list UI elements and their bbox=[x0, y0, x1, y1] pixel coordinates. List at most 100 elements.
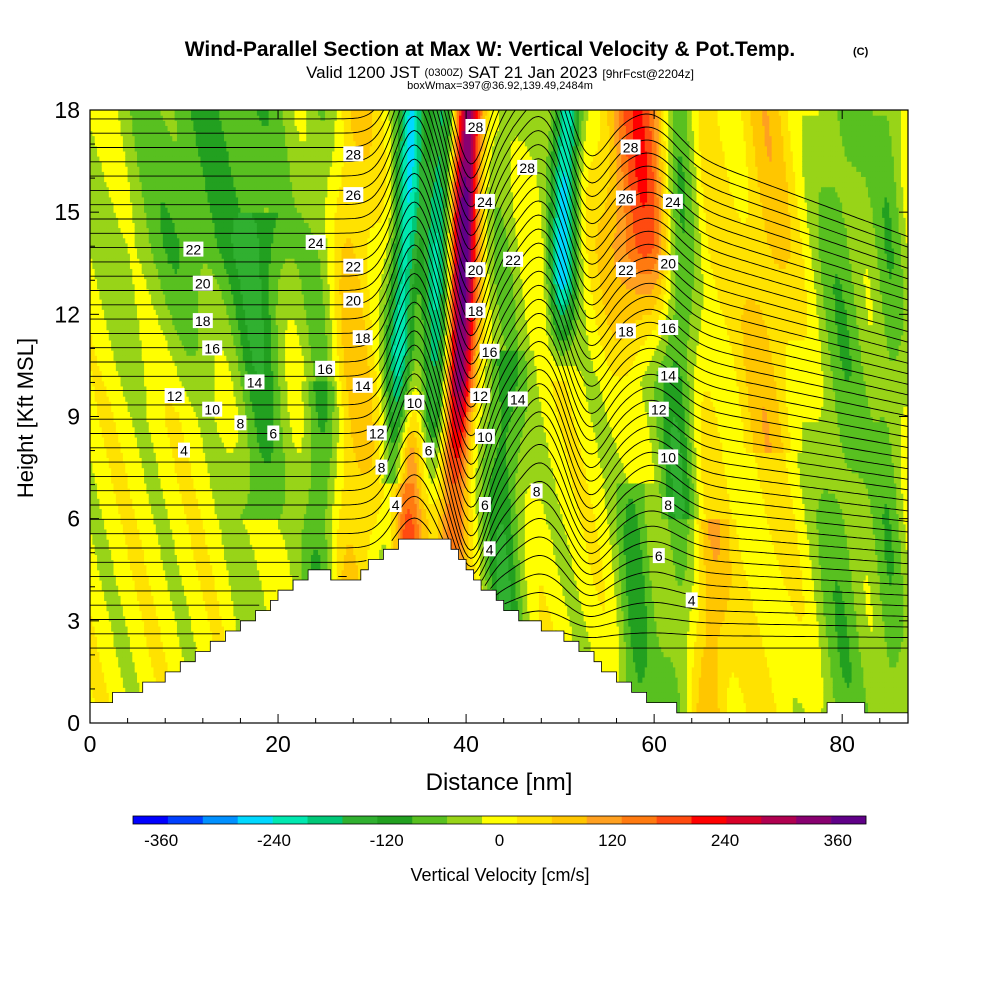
contour-label: 10 bbox=[202, 402, 222, 418]
contour-label: 18 bbox=[353, 330, 373, 346]
contour-label: 12 bbox=[165, 388, 185, 404]
contour-label: 6 bbox=[267, 426, 279, 442]
y-axis-label: Height [Kft MSL] bbox=[13, 338, 38, 498]
contour-label: 10 bbox=[658, 449, 678, 465]
contour-label: 18 bbox=[616, 323, 636, 339]
y-tick-label: 9 bbox=[67, 404, 80, 430]
colorbar-tick-label: 240 bbox=[711, 831, 739, 850]
contour-label: 14 bbox=[245, 374, 265, 390]
contour-label: 14 bbox=[353, 378, 373, 394]
colorbar-swatch bbox=[796, 816, 831, 824]
y-tick-label: 6 bbox=[67, 506, 80, 532]
contour-label: 10 bbox=[475, 429, 495, 445]
colorbar-swatch bbox=[622, 816, 657, 824]
colorbar-tick-label: 360 bbox=[824, 831, 852, 850]
contour-label: 8 bbox=[662, 497, 674, 513]
contour-label: 12 bbox=[470, 388, 490, 404]
subtitle-fcst: [9hrFcst@2204z] bbox=[602, 67, 694, 81]
colorbar-tick-label: 120 bbox=[598, 831, 626, 850]
contour-label: 24 bbox=[306, 235, 326, 251]
subtitle-utc: (0300Z) bbox=[425, 67, 464, 79]
chart-title: Wind-Parallel Section at Max W: Vertical… bbox=[185, 38, 796, 61]
contour-label: 26 bbox=[343, 187, 363, 203]
x-tick-label: 0 bbox=[84, 731, 97, 757]
y-tick-label: 12 bbox=[54, 301, 80, 327]
contour-label: 20 bbox=[466, 262, 486, 278]
chart: Wind-Parallel Section at Max W: Vertical… bbox=[0, 0, 1000, 1000]
colorbar-swatch bbox=[517, 816, 552, 824]
contour-label: 8 bbox=[531, 483, 543, 499]
colorbar-swatch bbox=[447, 816, 482, 824]
contour-label: 16 bbox=[315, 361, 335, 377]
subtitle-valid: Valid 1200 JST bbox=[306, 63, 420, 82]
chart-subtitle: Valid 1200 JST (0300Z) SAT 21 Jan 2023 [… bbox=[306, 61, 694, 82]
contour-label: 6 bbox=[479, 497, 491, 513]
contour-label: 4 bbox=[178, 443, 190, 459]
x-tick-label: 80 bbox=[829, 731, 855, 757]
contour-label: 20 bbox=[193, 276, 213, 292]
contour-label: 6 bbox=[653, 548, 665, 564]
contour-label: 16 bbox=[658, 320, 678, 336]
contour-label: 4 bbox=[686, 592, 698, 608]
contour-label: 22 bbox=[343, 259, 363, 275]
contour-label: 14 bbox=[658, 368, 678, 384]
colorbar-tick-label: -120 bbox=[370, 831, 404, 850]
colorbar-swatch bbox=[133, 816, 168, 824]
contour-label: 8 bbox=[376, 460, 388, 476]
contour-label: 20 bbox=[658, 255, 678, 271]
contour-label: 12 bbox=[367, 426, 387, 442]
contour-label: 16 bbox=[202, 340, 222, 356]
colorbar-swatch bbox=[552, 816, 587, 824]
contour-label: 28 bbox=[517, 160, 537, 176]
contour-label: 12 bbox=[649, 402, 669, 418]
contour-label: 18 bbox=[466, 303, 486, 319]
colorbar-swatch bbox=[761, 816, 796, 824]
colorbar-swatch bbox=[587, 816, 622, 824]
contour-label: 28 bbox=[621, 140, 641, 156]
colorbar-tick-label: -240 bbox=[257, 831, 291, 850]
colorbar-swatch bbox=[203, 816, 238, 824]
contour-label: 24 bbox=[663, 194, 683, 210]
contour-label: 24 bbox=[475, 194, 495, 210]
y-tick-label: 3 bbox=[67, 608, 80, 634]
colorbar-swatch bbox=[168, 816, 203, 824]
contour-label: 28 bbox=[343, 146, 363, 162]
contour-label: 14 bbox=[508, 392, 528, 408]
colorbar-swatch bbox=[831, 816, 866, 824]
contour-label: 22 bbox=[503, 252, 523, 268]
x-tick-label: 60 bbox=[641, 731, 667, 757]
colorbar-swatch bbox=[238, 816, 273, 824]
colorbar-swatch bbox=[342, 816, 377, 824]
colorbar-swatch bbox=[412, 816, 447, 824]
contour-label: 22 bbox=[183, 242, 203, 258]
contour-label: 16 bbox=[480, 344, 500, 360]
y-tick-label: 0 bbox=[67, 710, 80, 736]
colorbar-label: Vertical Velocity [cm/s] bbox=[410, 865, 589, 885]
colorbar-tick-label: 0 bbox=[495, 831, 504, 850]
contour-label: 6 bbox=[423, 443, 435, 459]
y-tick-label: 18 bbox=[54, 97, 80, 123]
colorbar-swatch bbox=[657, 816, 692, 824]
colorbar: -360 -240 -120 0 120 240 360 bbox=[133, 816, 866, 850]
colorbar-swatch bbox=[726, 816, 761, 824]
x-tick-label: 20 bbox=[265, 731, 291, 757]
chart-title-tag: (C) bbox=[853, 46, 869, 58]
contour-label: 8 bbox=[234, 415, 246, 431]
colorbar-swatch bbox=[691, 816, 726, 824]
contour-label: 10 bbox=[404, 395, 424, 411]
colorbar-swatch bbox=[273, 816, 308, 824]
chart-subtitle-box: boxWmax=397@36.92,139.49,2484m bbox=[407, 80, 593, 92]
contour-label: 22 bbox=[616, 262, 636, 278]
contour-label: 26 bbox=[616, 191, 636, 207]
colorbar-swatch bbox=[308, 816, 343, 824]
colorbar-tick-label: -360 bbox=[144, 831, 178, 850]
contour-label: 4 bbox=[484, 541, 496, 557]
x-axis-label: Distance [nm] bbox=[426, 769, 573, 796]
colorbar-swatch bbox=[482, 816, 517, 824]
colorbar-swatch bbox=[377, 816, 412, 824]
contour-label: 4 bbox=[390, 497, 402, 513]
x-tick-label: 40 bbox=[453, 731, 479, 757]
y-tick-label: 15 bbox=[54, 199, 80, 225]
contour-label: 20 bbox=[343, 293, 363, 309]
contour-label: 18 bbox=[193, 313, 213, 329]
